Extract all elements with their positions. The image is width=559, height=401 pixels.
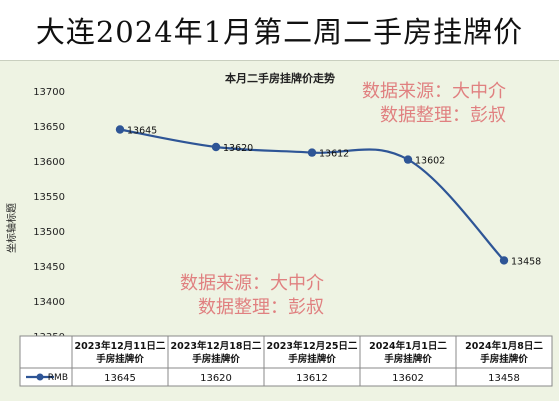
watermark-top: 数据来源：大中介 数据整理：彭叔 (362, 80, 506, 128)
data-label: 13620 (223, 143, 253, 154)
y-tick-label: 13550 (33, 192, 65, 203)
title-banner: 大连2024年1月第二周二手房挂牌价 (0, 0, 559, 60)
data-point (499, 256, 509, 265)
data-point (403, 155, 413, 164)
category-label: 2023年12月25日二手房挂牌价 (267, 340, 358, 365)
table-value: 13602 (392, 373, 424, 384)
data-table: 2023年12月11日二手房挂牌价2023年12月18日二手房挂牌价2023年1… (19, 335, 553, 387)
y-tick-label: 13700 (33, 87, 65, 98)
table-frame (19, 335, 553, 387)
data-label: 13602 (415, 156, 445, 167)
y-tick-label: 13400 (33, 297, 65, 308)
y-tick-label: 13450 (33, 262, 65, 273)
y-tick-labels: 1335013400134501350013550136001365013700 (33, 87, 65, 343)
category-label: 2023年12月11日二手房挂牌价 (75, 340, 166, 365)
legend-label: RMB (48, 373, 68, 383)
watermark-line1: 数据来源：大中介 (362, 81, 506, 102)
watermark-line1: 数据来源：大中介 (180, 273, 324, 294)
watermark-line2: 数据整理：彭叔 (380, 105, 506, 126)
category-label: 2024年1月8日二手房挂牌价 (465, 340, 543, 365)
legend-marker (36, 373, 44, 381)
data-points (115, 125, 509, 265)
table-value: 13645 (104, 373, 136, 384)
table-value: 13458 (488, 373, 520, 384)
table-value: 13620 (200, 373, 232, 384)
data-label: 13645 (127, 126, 157, 137)
data-label: 13458 (511, 256, 541, 267)
y-tick-label: 13650 (33, 122, 65, 133)
data-point (115, 125, 125, 134)
series-line (119, 128, 505, 262)
watermark-bottom: 数据来源：大中介 数据整理：彭叔 (180, 272, 324, 320)
watermark-line2: 数据整理：彭叔 (198, 297, 324, 318)
y-axis-label: 坐标轴标题 (5, 203, 18, 253)
table-value: 13612 (296, 373, 328, 384)
page-title: 大连2024年1月第二周二手房挂牌价 (35, 15, 524, 49)
y-tick-label: 13600 (33, 157, 65, 168)
chart-title: 本月二手房挂牌价走势 (225, 71, 335, 85)
y-tick-label: 13500 (33, 227, 65, 238)
data-point (211, 142, 221, 152)
category-label: 2023年12月18日二手房挂牌价 (171, 340, 262, 365)
category-label: 2024年1月1日二手房挂牌价 (369, 340, 447, 365)
data-labels: 13645 13620 13612 13602 13458 (127, 126, 541, 268)
line-chart: 本月二手房挂牌价走势 坐标轴标题 13350134001345013500135… (5, 71, 553, 387)
data-label: 13612 (319, 149, 349, 160)
data-point (307, 148, 317, 157)
